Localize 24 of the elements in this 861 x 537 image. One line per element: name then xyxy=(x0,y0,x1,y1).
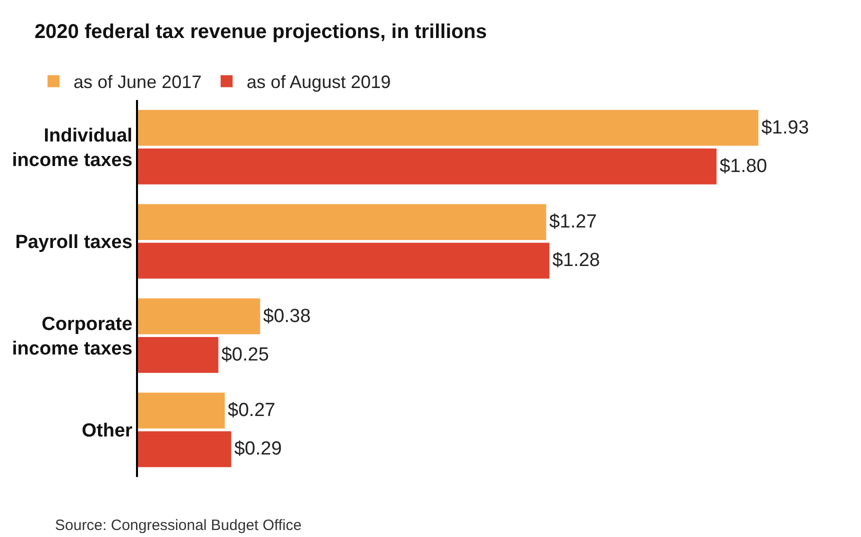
data-label: $0.27 xyxy=(228,400,276,422)
y-tick-label: Individual income taxes xyxy=(12,125,132,172)
bar xyxy=(138,204,546,240)
bar xyxy=(138,336,218,373)
data-label: $0.38 xyxy=(263,306,311,327)
bar xyxy=(138,431,232,468)
bar xyxy=(138,392,225,429)
y-tick-label: Corporate income taxes xyxy=(12,314,132,360)
y-tick-label: Other xyxy=(82,420,134,442)
bar xyxy=(138,110,758,146)
data-label: $0.29 xyxy=(234,438,282,460)
legend-label: as of June 2017 xyxy=(74,72,202,92)
data-label: $1.93 xyxy=(761,117,809,138)
bar xyxy=(138,148,717,184)
chart-title: 2020 federal tax revenue projections, in trillions xyxy=(34,21,487,44)
bar xyxy=(138,242,550,279)
data-label: $1.28 xyxy=(552,250,600,272)
data-label: $1.27 xyxy=(549,212,597,233)
data-label: $1.80 xyxy=(720,156,768,177)
bar xyxy=(138,298,260,334)
source-note: Source: Congressional Budget Office xyxy=(55,517,302,534)
legend-label: as of August 2019 xyxy=(246,72,391,92)
y-tick-label: Payroll taxes xyxy=(15,232,132,254)
data-label: $0.25 xyxy=(221,344,269,366)
